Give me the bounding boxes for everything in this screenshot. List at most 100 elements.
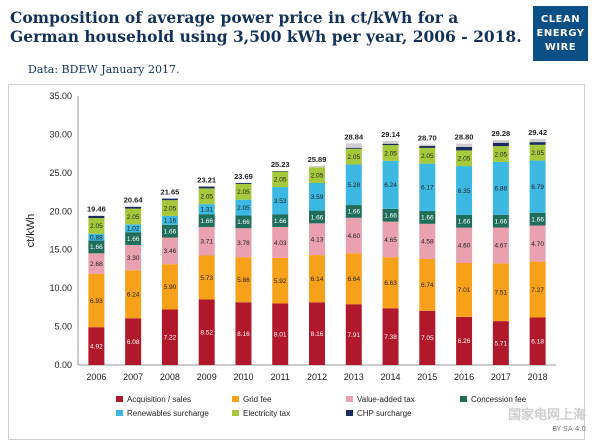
total-label: 19.46 (87, 204, 106, 213)
bar-segment-acquisition-sales (529, 317, 546, 365)
x-tick-label: 2018 (528, 372, 548, 382)
bar-segment-chp-surcharge (419, 145, 436, 148)
bar-segment-acquisition-sales (272, 303, 289, 365)
data-label: 1.66 (90, 244, 103, 251)
data-label: 7.05 (421, 335, 434, 342)
data-label: 1.66 (421, 215, 434, 222)
bar-segment-acquisition-sales (235, 302, 252, 365)
legend-swatch (346, 396, 353, 402)
bar-segment-chp-surcharge (88, 215, 105, 219)
legend-label: Electricity tax (243, 409, 290, 418)
bar-segment-electricity-tax (345, 148, 362, 165)
y-tick-label: 0.00 (54, 360, 72, 370)
data-label: 3.71 (200, 239, 213, 246)
data-label: 1.66 (384, 213, 397, 220)
data-label: 2.05 (274, 176, 287, 183)
data-label: 6.26 (458, 338, 471, 345)
data-label: 2.05 (311, 172, 324, 179)
bar-segment-concession-fee (88, 240, 105, 254)
data-label: 3.59 (311, 194, 324, 201)
bar-segment-electricity-tax (419, 147, 436, 164)
bar-segment-other (382, 141, 399, 144)
x-tick-label: 2010 (233, 372, 253, 382)
bar-segment-electricity-tax (198, 188, 215, 205)
bar-segment-renewables-surcharge (419, 163, 436, 212)
bar-segment-grid-fee (345, 253, 362, 305)
bar-segment-value-added-tax (161, 237, 178, 265)
bar-segment-value-added-tax (345, 217, 362, 254)
x-tick-label: 2013 (344, 372, 364, 382)
x-tick-label: 2016 (454, 372, 474, 382)
bar-segment-electricity-tax (272, 171, 289, 188)
data-label: 1.02 (127, 226, 140, 233)
data-label: 2.05 (531, 150, 544, 157)
data-label: 2.05 (164, 205, 177, 212)
bar-segment-renewables-surcharge (125, 224, 142, 233)
data-label: 4.58 (421, 239, 434, 246)
x-tick-label: 2012 (307, 372, 327, 382)
bar-segment-value-added-tax (235, 228, 252, 258)
data-label: 2.05 (237, 205, 250, 212)
bar-segment-chp-surcharge (382, 143, 399, 146)
bar-segment-value-added-tax (529, 225, 546, 262)
data-label: 8.01 (274, 332, 287, 339)
data-label: 7.91 (347, 332, 360, 339)
legend-swatch (232, 396, 239, 402)
bar-segment-acquisition-sales (125, 318, 142, 365)
data-label: 2.68 (90, 261, 103, 268)
bar-segment-grid-fee (309, 255, 325, 303)
data-label: 3.46 (164, 248, 177, 255)
license-badge: BY SA 4.0 (552, 424, 586, 433)
bar-segment-chp-surcharge (125, 206, 142, 209)
data-label: 4.03 (274, 240, 287, 247)
bar-segment-renewables-surcharge (198, 204, 215, 215)
data-label: 6.74 (421, 282, 434, 289)
bar-segment-other (345, 143, 362, 148)
logo-line-2: ENERGY (536, 27, 585, 39)
data-label: 2.05 (127, 214, 140, 221)
bar-segment-acquisition-sales (456, 316, 473, 365)
bar-segment-value-added-tax (456, 227, 473, 264)
legend-swatch (460, 396, 467, 402)
bar-segment-concession-fee (419, 211, 436, 224)
bar-segment-acquisition-sales (309, 302, 325, 365)
y-tick-label: 20.00 (49, 206, 72, 216)
bar-segment-value-added-tax (419, 223, 436, 260)
bar-segment-electricity-tax (492, 146, 509, 162)
legend-label: Renewables surcharge (127, 409, 209, 418)
total-label: 23.21 (197, 176, 216, 185)
data-label: 1.66 (274, 218, 287, 225)
data-label: 2.05 (90, 223, 103, 230)
bar-segment-electricity-tax (235, 183, 252, 200)
y-tick-label: 30.00 (49, 129, 72, 139)
bar-segment-acquisition-sales (419, 310, 436, 365)
bar-segment-renewables-surcharge (529, 160, 546, 213)
data-label: 3.78 (237, 240, 250, 247)
bar-segment-grid-fee (161, 264, 178, 310)
bar-segment-electricity-tax (309, 167, 325, 184)
legend-label: Acquisition / sales (127, 395, 191, 404)
legend-label: Value-added tax (357, 395, 415, 404)
data-label: 1.66 (164, 228, 177, 235)
data-label: 4.92 (90, 343, 103, 350)
bar-segment-chp-surcharge (345, 147, 362, 149)
data-label: 6.93 (90, 298, 103, 305)
data-label: 2.05 (384, 150, 397, 157)
bar-segment-renewables-surcharge (492, 161, 509, 215)
y-axis-label: ct/kWh (25, 214, 37, 248)
bar-segment-acquisition-sales (382, 308, 399, 365)
bar-segment-value-added-tax (198, 226, 215, 256)
data-label: 2.05 (237, 189, 250, 196)
logo-line-1: CLEAN (540, 13, 581, 25)
data-label: 6.14 (311, 276, 324, 283)
total-label: 23.69 (234, 172, 253, 181)
data-label: 1.66 (458, 219, 471, 226)
legend-swatch (116, 410, 123, 416)
data-label: 6.24 (384, 182, 397, 189)
x-tick-label: 2006 (86, 372, 106, 382)
bar-segment-grid-fee (198, 255, 215, 300)
data-label: 4.60 (347, 233, 360, 240)
bar-segment-renewables-surcharge (272, 187, 289, 215)
data-label: 1.66 (531, 216, 544, 223)
data-label: 5.73 (200, 275, 213, 282)
